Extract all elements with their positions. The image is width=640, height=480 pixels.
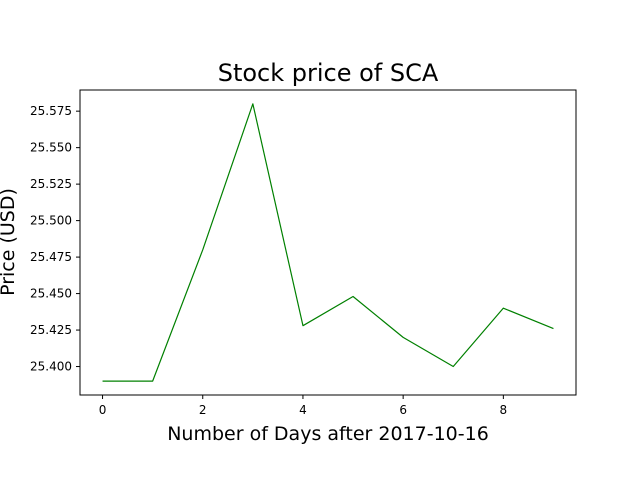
y-tick-label: 25.450 xyxy=(30,287,72,301)
x-tick-label: 2 xyxy=(199,403,207,417)
series-layer xyxy=(102,103,554,382)
x-tick-label: 4 xyxy=(299,403,307,417)
y-tick-label: 25.575 xyxy=(30,104,72,118)
x-tick-label: 0 xyxy=(99,403,107,417)
x-axis-ticks: 0 2 4 6 8 xyxy=(99,395,507,417)
y-tick-label: 25.425 xyxy=(30,323,72,337)
y-tick-label: 25.400 xyxy=(30,360,72,374)
y-tick-label: 25.525 xyxy=(30,177,72,191)
y-tick-label: 25.550 xyxy=(30,141,72,155)
y-axis-ticks: 25.400 25.425 25.450 25.475 25.500 25.525 25.5… xyxy=(30,104,80,374)
chart-title: Stock price of SCA xyxy=(218,59,439,87)
y-tick-label: 25.500 xyxy=(30,214,72,228)
y-axis-label: Price (USD) xyxy=(0,188,19,296)
x-axis-label: Number of Days after 2017-10-16 xyxy=(167,423,489,445)
price-series-line xyxy=(102,103,554,382)
y-tick-label: 25.475 xyxy=(30,250,72,264)
x-tick-label: 6 xyxy=(399,403,407,417)
plot-area xyxy=(79,89,577,396)
x-tick-label: 8 xyxy=(500,403,508,417)
